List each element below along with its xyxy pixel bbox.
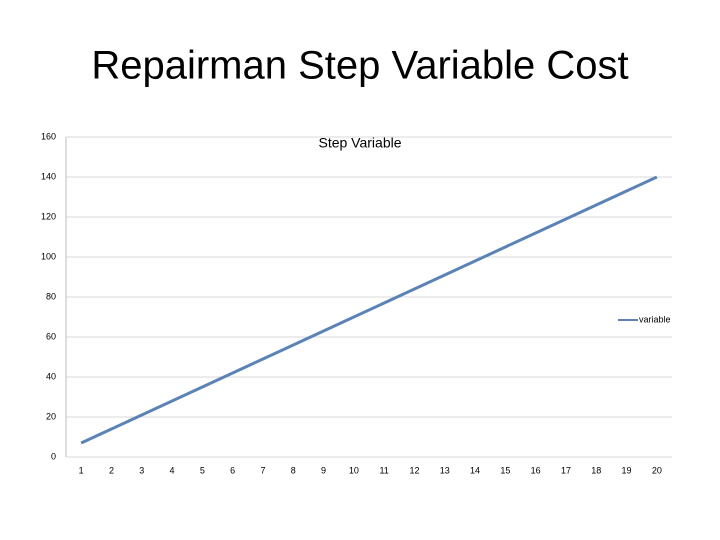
x-tick-label: 8 xyxy=(291,465,296,475)
slide-title: Repairman Step Variable Cost xyxy=(91,44,628,88)
x-tick-label: 18 xyxy=(591,465,601,475)
legend-label: variable xyxy=(639,314,671,324)
x-tick-label: 7 xyxy=(260,465,265,475)
x-tick-label: 13 xyxy=(440,465,450,475)
y-tick-label: 120 xyxy=(41,211,56,221)
x-tick-label: 4 xyxy=(170,465,175,475)
chart-title: Step Variable xyxy=(318,135,401,151)
y-tick-label: 80 xyxy=(46,291,56,301)
x-tick-label: 20 xyxy=(652,465,662,475)
line-series xyxy=(80,175,658,445)
x-tick-label: 15 xyxy=(500,465,510,475)
x-tick-label: 9 xyxy=(321,465,326,475)
x-tick-label: 6 xyxy=(230,465,235,475)
x-tick-label: 16 xyxy=(531,465,541,475)
x-tick-label: 19 xyxy=(622,465,632,475)
x-tick-label: 11 xyxy=(379,465,388,475)
y-tick-label: 40 xyxy=(46,371,56,381)
y-tick-label: 0 xyxy=(51,451,56,461)
x-tick-label: 10 xyxy=(349,465,359,475)
x-tick-label: 2 xyxy=(109,465,114,475)
x-tick-label: 5 xyxy=(200,465,205,475)
y-tick-label: 160 xyxy=(41,131,56,141)
y-tick-label: 140 xyxy=(41,171,56,181)
y-tick-label: 60 xyxy=(46,331,56,341)
x-tick-label: 3 xyxy=(139,465,144,475)
x-tick-label: 1 xyxy=(79,465,84,475)
y-tick-label: 20 xyxy=(46,411,56,421)
x-tick-label: 14 xyxy=(470,465,480,475)
x-tick-label: 17 xyxy=(561,465,571,475)
y-tick-label: 100 xyxy=(41,251,56,261)
x-tick-label: 12 xyxy=(409,465,419,475)
